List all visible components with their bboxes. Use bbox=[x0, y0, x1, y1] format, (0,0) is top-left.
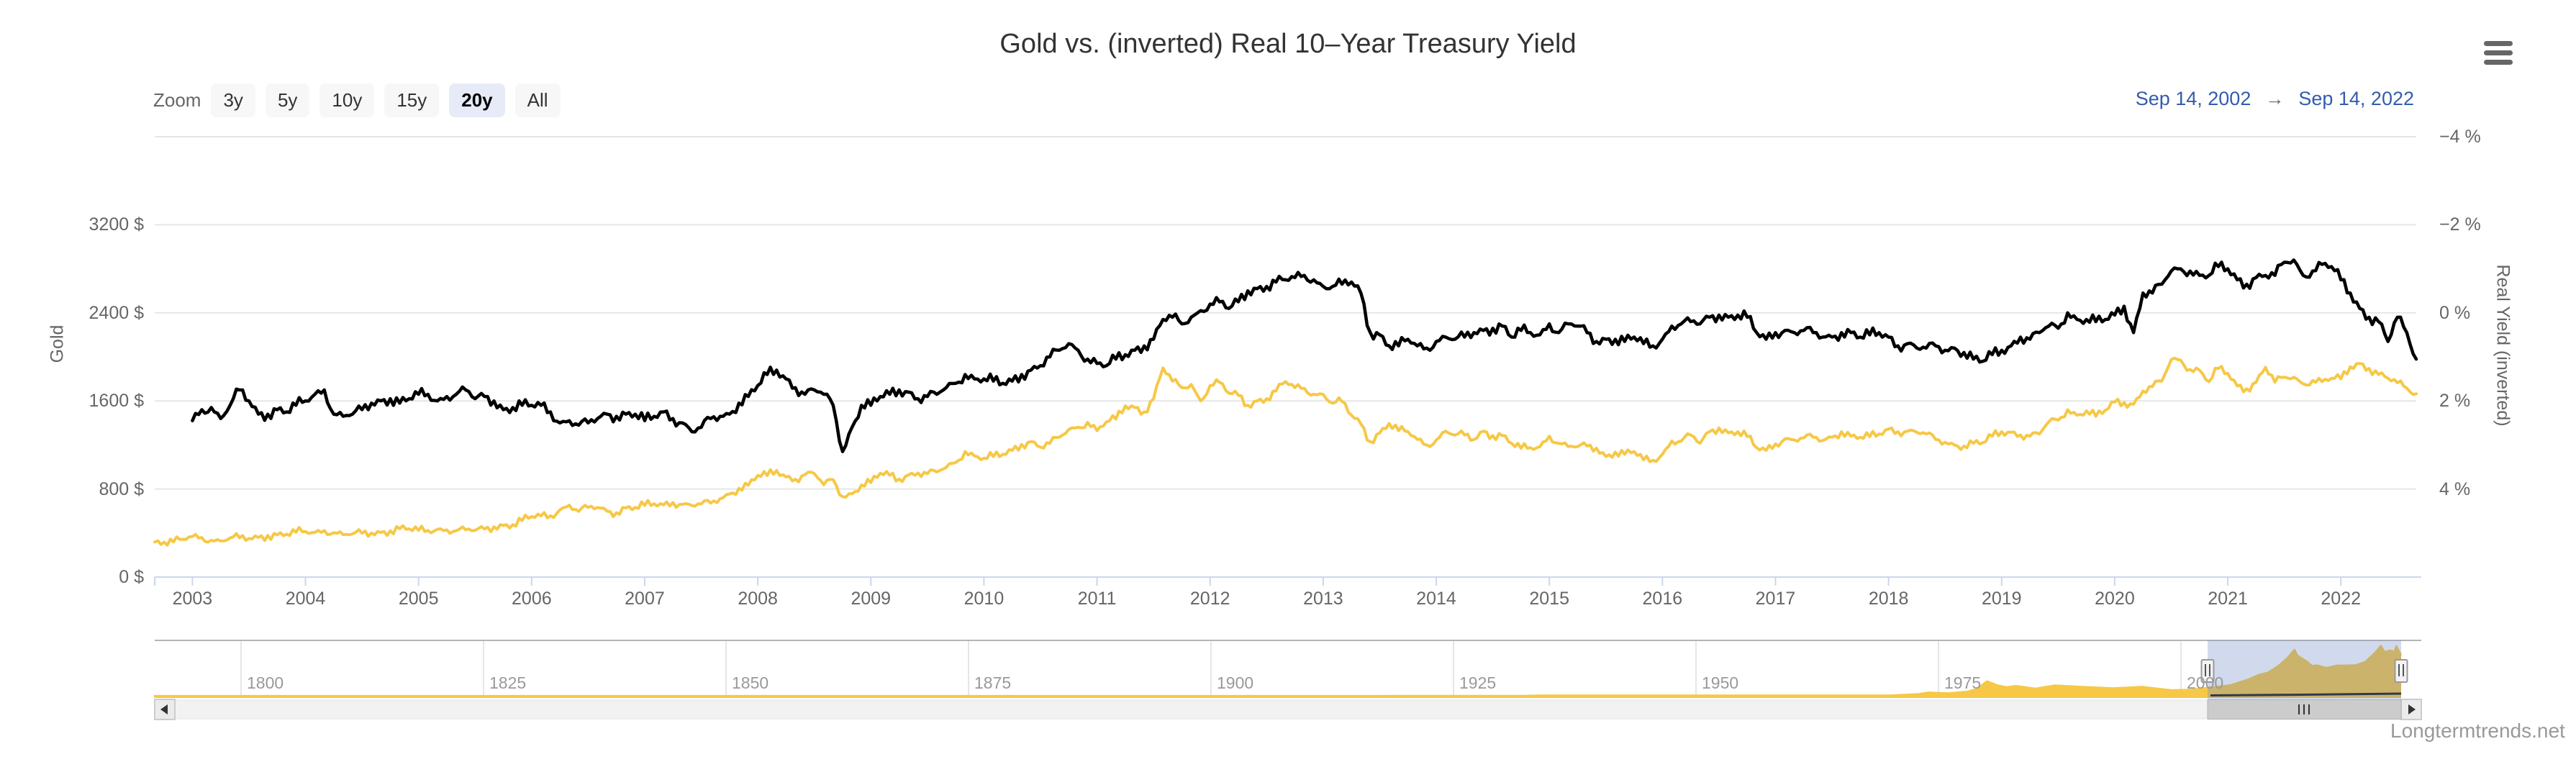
x-axis-label-year: 2008 bbox=[738, 589, 778, 609]
hamburger-icon bbox=[2484, 60, 2513, 65]
x-axis-label-year: 2018 bbox=[1868, 589, 1909, 609]
x-axis-label-year: 2005 bbox=[398, 589, 439, 609]
zoom-button-20y[interactable]: 20y bbox=[449, 83, 505, 117]
x-axis-label-year: 2004 bbox=[285, 589, 326, 609]
range-arrow-icon: → bbox=[2265, 88, 2285, 109]
y-axis-label-yield: 0 % bbox=[2439, 302, 2471, 323]
x-axis-label-year: 2003 bbox=[172, 589, 213, 609]
scrollbar-track[interactable] bbox=[174, 699, 2402, 720]
hamburger-menu-button[interactable] bbox=[2484, 41, 2513, 65]
y-axis-label-gold: 2400 $ bbox=[89, 302, 144, 323]
zoom-button-3y[interactable]: 3y bbox=[211, 83, 255, 117]
zoom-buttons-group: 3y 5y 10y 15y 20y All bbox=[211, 83, 570, 117]
navigator-label-year: 1875 bbox=[974, 673, 1012, 692]
x-axis-label-year: 2014 bbox=[1416, 589, 1456, 609]
x-axis-label-year: 2017 bbox=[1755, 589, 1796, 609]
scrollbar-right-arrow-icon bbox=[2408, 704, 2416, 714]
navigator-label-year: 1825 bbox=[489, 673, 527, 692]
y-axis-label-gold: 1600 $ bbox=[89, 391, 144, 412]
real-yield-series-line bbox=[191, 258, 2418, 453]
navigator-right-handle[interactable] bbox=[2394, 659, 2408, 683]
x-axis-label-year: 2010 bbox=[963, 589, 1004, 609]
navigator-label-year: 1900 bbox=[1217, 673, 1254, 692]
y-axis-label-gold: 3200 $ bbox=[89, 214, 144, 235]
hamburger-icon bbox=[2484, 50, 2513, 55]
navigator-left-handle[interactable] bbox=[2200, 659, 2215, 683]
range-from-input[interactable]: Sep 14, 2002 bbox=[2135, 88, 2251, 109]
zoom-button-5y[interactable]: 5y bbox=[265, 83, 310, 117]
navigator-label-year: 1975 bbox=[1944, 673, 1982, 692]
x-axis-label-year: 2009 bbox=[851, 589, 892, 609]
x-axis-label-year: 2019 bbox=[1981, 589, 2022, 609]
zoom-button-all[interactable]: All bbox=[514, 83, 561, 117]
x-axis-label-year: 2013 bbox=[1303, 589, 1343, 609]
zoom-button-10y[interactable]: 10y bbox=[319, 83, 375, 117]
y-axis-label-gold: 800 $ bbox=[99, 478, 144, 499]
range-to-input[interactable]: Sep 14, 2022 bbox=[2298, 88, 2414, 109]
navigator-label-year: 1950 bbox=[1702, 673, 1739, 692]
range-selector-zoom-row: Zoom 3y 5y 10y 15y 20y All bbox=[153, 83, 571, 117]
navigator-label-year: 2000 bbox=[2187, 673, 2224, 692]
y-axis-label-yield: −2 % bbox=[2439, 214, 2481, 235]
y-axis-label-yield: 4 % bbox=[2439, 478, 2471, 499]
navigator-label-year: 1850 bbox=[732, 673, 769, 692]
y-axis-label-yield: −4 % bbox=[2439, 127, 2481, 147]
x-axis-label-year: 2021 bbox=[2208, 589, 2248, 609]
chart-title: Gold vs. (inverted) Real 10–Year Treasur… bbox=[999, 29, 1577, 59]
x-axis-label-year: 2007 bbox=[625, 589, 665, 609]
x-axis-label-year: 2012 bbox=[1189, 589, 1230, 609]
zoom-label: Zoom bbox=[153, 89, 201, 111]
navigator-label-year: 1925 bbox=[1459, 673, 1497, 692]
x-axis-label-year: 2020 bbox=[2095, 589, 2135, 609]
gold-series-line bbox=[153, 356, 2418, 547]
y-axis-label-gold: 0 $ bbox=[119, 567, 144, 587]
navigator-gold-area bbox=[153, 646, 2402, 698]
x-axis-label-year: 2022 bbox=[2321, 589, 2362, 609]
scrollbar-left-arrow-icon bbox=[160, 704, 168, 714]
y-axis-label-yield: 2 % bbox=[2439, 391, 2471, 412]
zoom-button-15y[interactable]: 15y bbox=[384, 83, 440, 117]
x-axis-label-year: 2006 bbox=[512, 589, 552, 609]
x-axis-label-year: 2015 bbox=[1529, 589, 1569, 609]
x-axis-label-year: 2011 bbox=[1077, 589, 1117, 609]
hamburger-icon bbox=[2484, 41, 2513, 46]
x-axis-label-year: 2016 bbox=[1642, 589, 1683, 609]
navigator-selected-range[interactable] bbox=[2208, 640, 2401, 699]
navigator-yield-line bbox=[2210, 692, 2402, 696]
navigator-gold-line bbox=[153, 645, 2403, 697]
navigator-label-year: 1800 bbox=[247, 673, 284, 692]
right-axis-title-real-yield: Real Yield (inverted) bbox=[2493, 264, 2513, 427]
watermark: Longtermtrends.net bbox=[2390, 720, 2565, 742]
date-range-selector: Sep 14, 2002 → Sep 14, 2022 bbox=[2126, 88, 2414, 110]
left-axis-title-gold: Gold bbox=[47, 324, 68, 363]
